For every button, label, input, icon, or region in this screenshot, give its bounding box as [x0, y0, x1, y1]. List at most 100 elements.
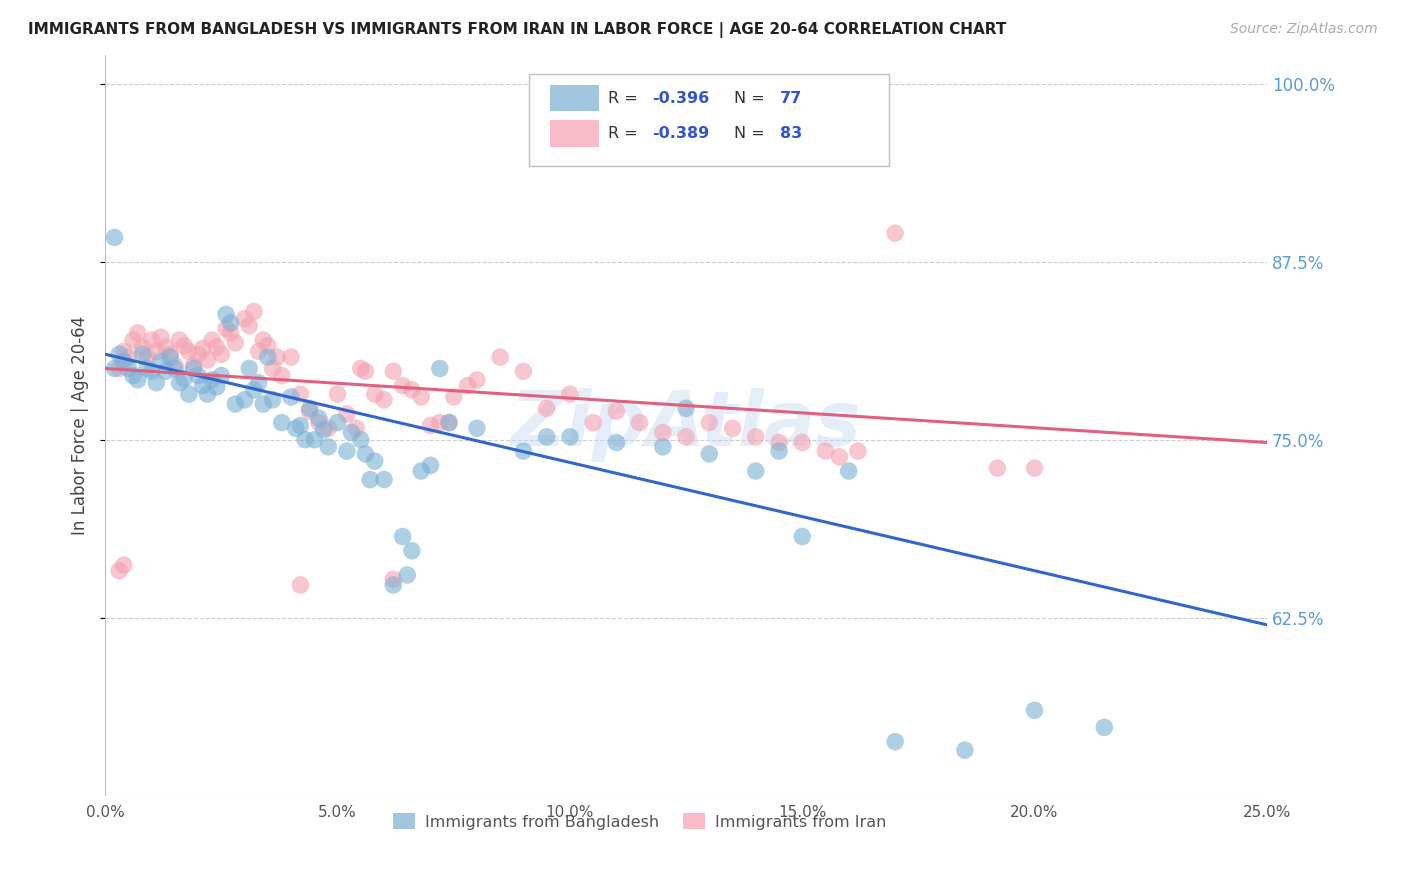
Point	[149, 330, 172, 344]
Point	[373, 473, 395, 487]
Point	[280, 390, 302, 404]
Point	[391, 529, 413, 543]
Point	[284, 421, 307, 435]
Point	[262, 361, 284, 376]
Point	[173, 371, 195, 385]
Point	[141, 364, 163, 378]
Point	[257, 339, 280, 353]
Point	[127, 373, 149, 387]
Point	[159, 347, 181, 361]
Point	[340, 425, 363, 440]
Point	[270, 416, 292, 430]
Point	[697, 447, 720, 461]
Point	[177, 344, 200, 359]
Text: -0.396: -0.396	[652, 91, 710, 105]
Point	[382, 572, 405, 586]
Point	[233, 311, 256, 326]
Text: R =: R =	[609, 126, 643, 141]
Point	[437, 416, 460, 430]
Text: IMMIGRANTS FROM BANGLADESH VS IMMIGRANTS FROM IRAN IN LABOR FORCE | AGE 20-64 CO: IMMIGRANTS FROM BANGLADESH VS IMMIGRANTS…	[28, 22, 1007, 38]
Point	[224, 335, 246, 350]
Point	[411, 464, 433, 478]
Point	[768, 444, 790, 458]
Point	[183, 359, 205, 373]
Point	[197, 353, 219, 368]
Point	[364, 387, 387, 401]
Point	[605, 404, 627, 418]
Point	[512, 444, 534, 458]
Point	[103, 361, 125, 376]
Text: Source: ZipAtlas.com: Source: ZipAtlas.com	[1230, 22, 1378, 37]
Point	[131, 340, 153, 354]
Point	[792, 435, 814, 450]
Point	[173, 339, 195, 353]
Point	[205, 340, 228, 354]
Point	[247, 344, 270, 359]
Point	[201, 333, 224, 347]
Point	[122, 333, 145, 347]
Point	[209, 368, 232, 383]
Point	[312, 423, 335, 437]
Point	[373, 392, 395, 407]
Point	[536, 430, 558, 444]
Point	[136, 350, 159, 364]
Point	[814, 444, 837, 458]
Point	[298, 404, 321, 418]
Point	[117, 350, 139, 364]
Point	[391, 378, 413, 392]
Point	[986, 461, 1008, 475]
Point	[419, 418, 441, 433]
Point	[108, 564, 131, 578]
Point	[316, 440, 339, 454]
Point	[437, 416, 460, 430]
Point	[336, 444, 359, 458]
Point	[290, 387, 312, 401]
Point	[122, 368, 145, 383]
Point	[792, 529, 814, 543]
Point	[298, 401, 321, 416]
Point	[364, 454, 387, 468]
Point	[628, 416, 651, 430]
Point	[489, 350, 512, 364]
Point	[197, 387, 219, 401]
Point	[457, 378, 479, 392]
Legend: Immigrants from Bangladesh, Immigrants from Iran: Immigrants from Bangladesh, Immigrants f…	[387, 807, 893, 836]
Point	[169, 333, 191, 347]
Point	[238, 361, 260, 376]
Point	[443, 390, 465, 404]
Point	[141, 333, 163, 347]
Point	[169, 376, 191, 390]
Point	[884, 226, 907, 240]
Point	[280, 350, 302, 364]
Point	[243, 304, 266, 318]
Point	[127, 326, 149, 340]
Point	[605, 435, 627, 450]
Point	[401, 543, 423, 558]
Text: N =: N =	[734, 91, 769, 105]
Text: -0.389: -0.389	[652, 126, 710, 141]
FancyBboxPatch shape	[529, 74, 890, 166]
Point	[838, 464, 860, 478]
Point	[294, 433, 316, 447]
Point	[145, 344, 167, 359]
Point	[163, 359, 186, 373]
Point	[266, 350, 288, 364]
Point	[419, 458, 441, 473]
Point	[1092, 720, 1115, 734]
Point	[112, 344, 135, 359]
Point	[145, 376, 167, 390]
Point	[308, 416, 330, 430]
Point	[558, 387, 581, 401]
Point	[308, 411, 330, 425]
Point	[243, 383, 266, 397]
Point	[155, 364, 177, 378]
Point	[697, 416, 720, 430]
Point	[721, 421, 744, 435]
Point	[344, 421, 367, 435]
Point	[103, 230, 125, 244]
Point	[953, 743, 976, 757]
Point	[187, 347, 209, 361]
Point	[177, 387, 200, 401]
Point	[215, 321, 238, 335]
Point	[1024, 703, 1046, 717]
